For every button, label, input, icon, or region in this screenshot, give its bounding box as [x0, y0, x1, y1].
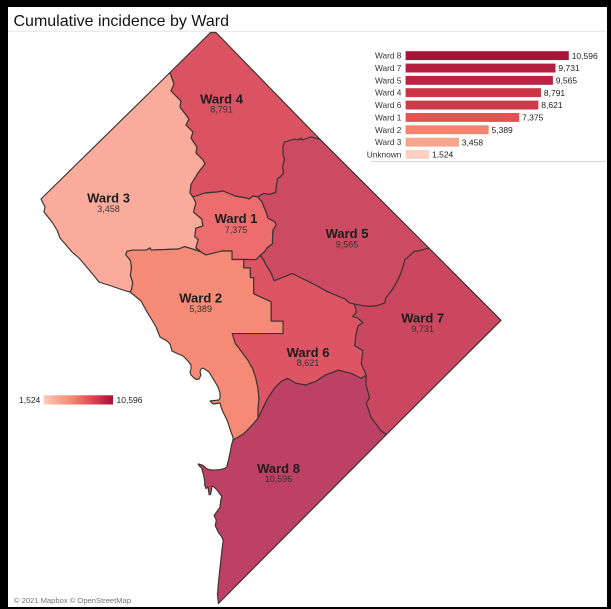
svg-text:Ward 6: Ward 6 — [287, 345, 330, 360]
svg-text:Ward 5: Ward 5 — [326, 226, 369, 241]
svg-text:8,621: 8,621 — [541, 100, 563, 110]
svg-text:9,731: 9,731 — [411, 324, 434, 334]
svg-text:Ward 2: Ward 2 — [179, 291, 222, 306]
svg-text:Unknown: Unknown — [367, 149, 402, 159]
svg-text:9,731: 9,731 — [558, 63, 580, 73]
svg-text:Ward 6: Ward 6 — [375, 100, 402, 110]
svg-text:Ward 7: Ward 7 — [375, 63, 402, 73]
svg-text:5,389: 5,389 — [189, 304, 212, 314]
svg-text:Ward 3: Ward 3 — [375, 137, 402, 147]
svg-text:8,791: 8,791 — [544, 88, 566, 98]
svg-text:10,596: 10,596 — [265, 474, 293, 484]
svg-text:1,524: 1,524 — [19, 395, 41, 405]
svg-text:Ward 3: Ward 3 — [87, 191, 130, 206]
svg-text:7,375: 7,375 — [225, 225, 248, 235]
svg-text:10,596: 10,596 — [117, 395, 143, 405]
svg-text:Ward 8: Ward 8 — [375, 51, 402, 61]
svg-text:© 2021 Mapbox © OpenStreetMap: © 2021 Mapbox © OpenStreetMap — [14, 596, 131, 605]
svg-text:Ward 4: Ward 4 — [200, 92, 244, 107]
svg-text:Ward 2: Ward 2 — [375, 125, 402, 135]
svg-text:1,524: 1,524 — [432, 150, 454, 160]
svg-text:8,621: 8,621 — [297, 358, 320, 368]
svg-text:3,458: 3,458 — [97, 204, 120, 214]
svg-text:7,375: 7,375 — [522, 113, 544, 123]
svg-text:Cumulative incidence by Ward: Cumulative incidence by Ward — [14, 13, 230, 30]
svg-text:Ward 1: Ward 1 — [375, 112, 402, 122]
svg-text:Ward 4: Ward 4 — [375, 88, 402, 98]
svg-text:Ward 8: Ward 8 — [257, 461, 300, 476]
svg-text:10,596: 10,596 — [572, 51, 598, 61]
svg-text:8,791: 8,791 — [210, 105, 233, 115]
svg-text:Ward 5: Ward 5 — [375, 75, 402, 85]
svg-text:5,389: 5,389 — [492, 125, 514, 135]
svg-text:Ward 7: Ward 7 — [401, 311, 444, 326]
svg-text:9,565: 9,565 — [556, 76, 578, 86]
svg-text:3,458: 3,458 — [462, 137, 484, 147]
svg-text:Ward 1: Ward 1 — [215, 211, 258, 226]
svg-text:9,565: 9,565 — [336, 240, 359, 250]
